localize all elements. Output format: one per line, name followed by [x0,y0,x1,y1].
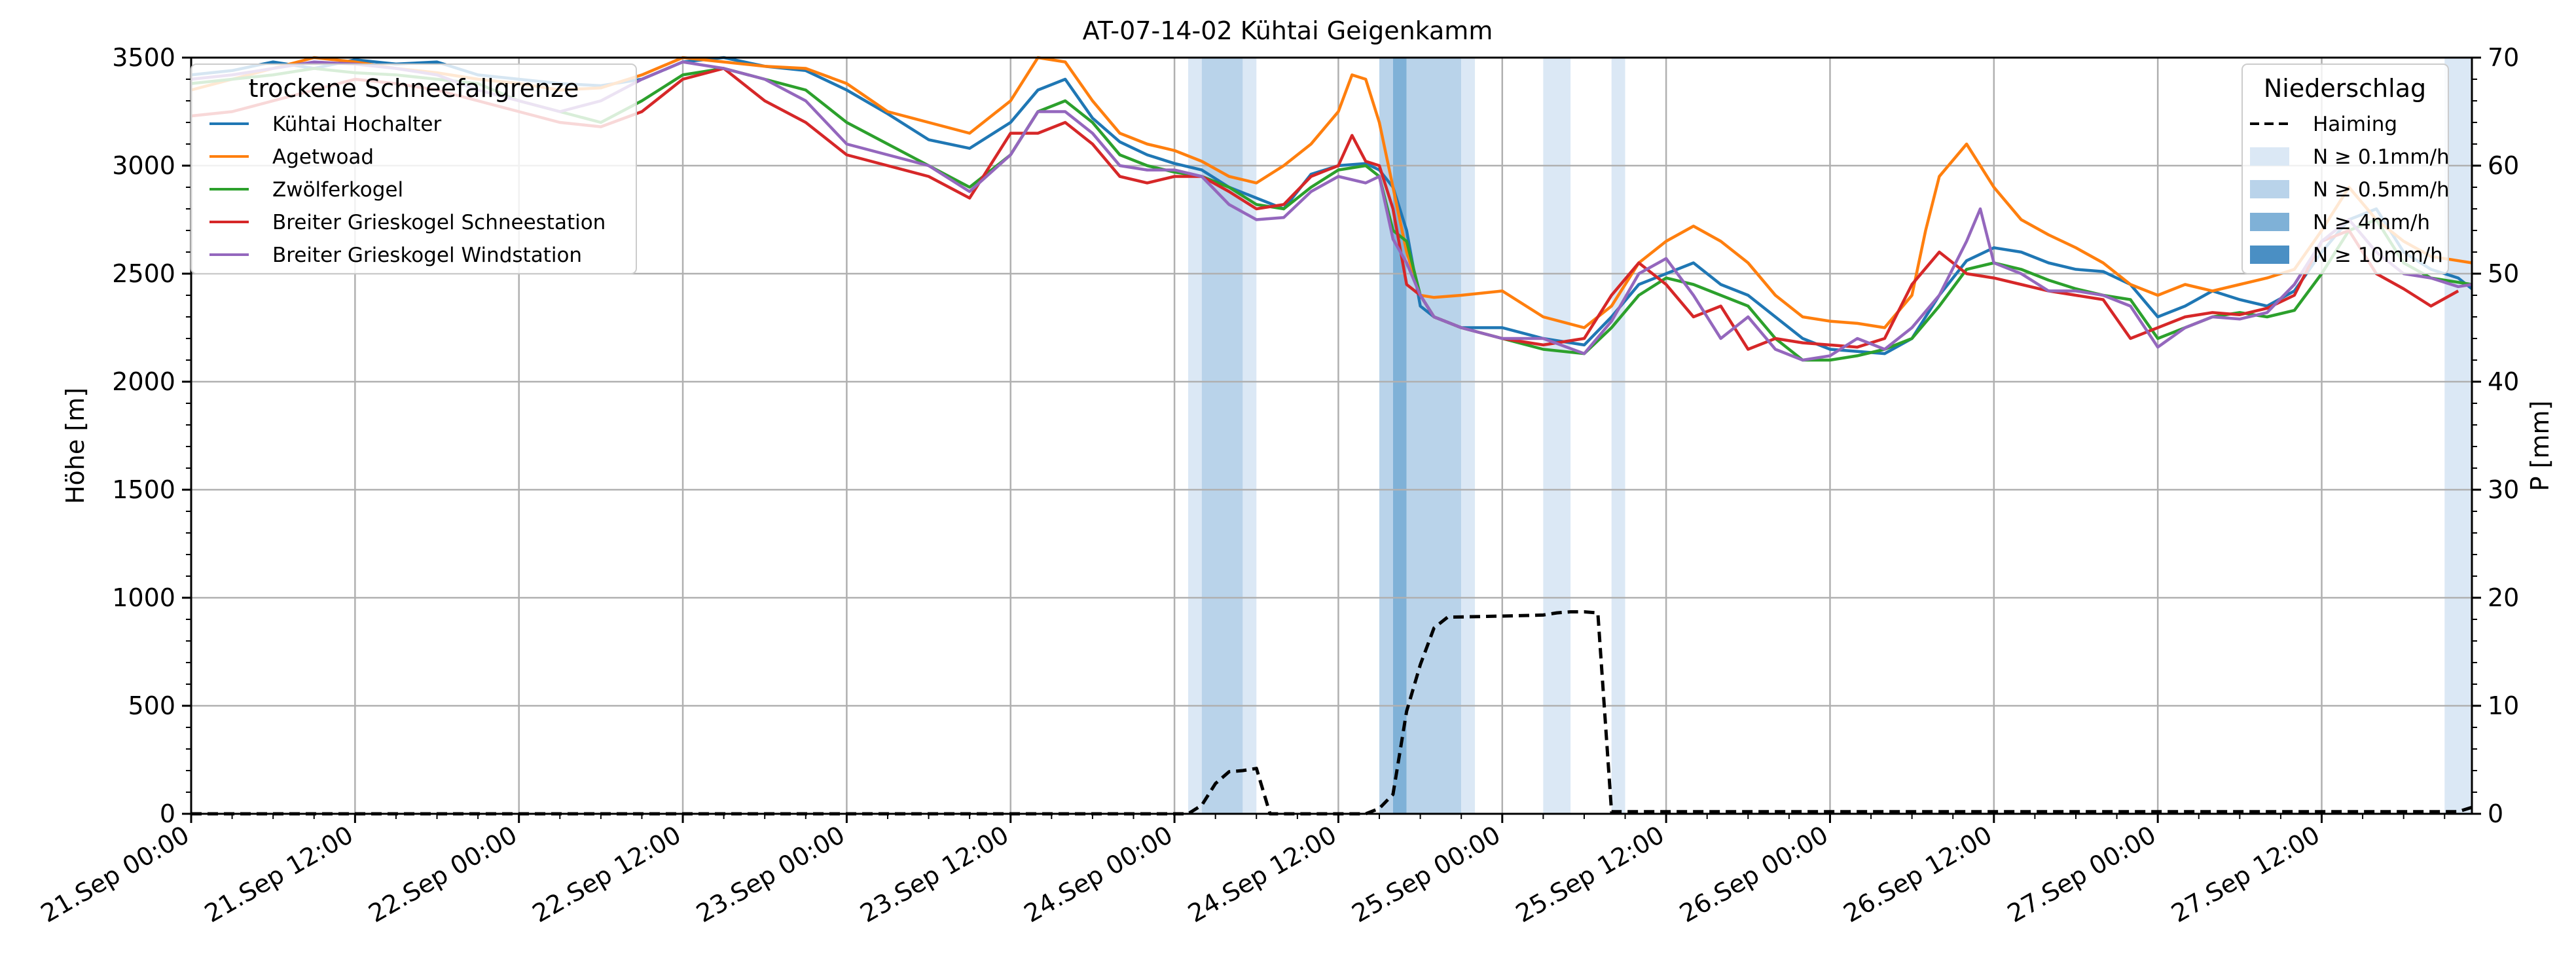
series-line-breiter-grieskogel-windstation [190,60,2473,362]
precip-spans [1188,58,2472,814]
precip-span [1461,58,1476,814]
series-line-agetwoad [190,56,2473,329]
y-tick-label: 3500 [112,43,175,72]
y2-tick-label: 60 [2488,151,2519,180]
legend-label-n-0-5: N ≥ 0.5mm/h [2313,178,2450,202]
y2-tick-label: 0 [2488,799,2503,828]
legend-label-kuehtai-hochalter: Kühtai Hochalter [272,113,442,136]
y-tick-label: 1500 [112,475,175,504]
y-tick-label: 3000 [112,151,175,180]
precip-span [1406,58,1462,814]
y-tick-label: 2500 [112,259,175,288]
legend-stations-title: trockene Schneefallgrenze [249,74,579,103]
legend-precipitation-frame [2241,64,2449,274]
y-tick-label: 1000 [112,583,175,612]
legend-label-n-4: N ≥ 4mm/h [2313,211,2430,234]
y2-tick-label: 10 [2488,691,2519,720]
y-axis-label: Höhe [m] [61,388,90,504]
y2-tick-label: 40 [2488,367,2519,396]
series-line-haiming [191,610,2473,816]
y2-tick-label: 30 [2488,475,2519,504]
precip-span [1379,58,1393,814]
precip-span [2444,58,2472,814]
precip-span [1188,58,1202,814]
legend-label-zwoelferkogel: Zwölferkogel [272,178,403,202]
chart-title: AT-07-14-02 Kühtai Geigenkamm [1083,16,1493,45]
legend-label-agetwoad: Agetwoad [272,145,374,169]
legend-stations: trockene Schneefallgrenze Kühtai Hochalt… [190,64,637,274]
legend-label-breiter-grieskogel-windstation: Breiter Grieskogel Windstation [272,244,582,267]
legend-label-n-10: N ≥ 10mm/h [2313,244,2443,267]
legend-label-haiming: Haiming [2313,113,2397,136]
y2-tick-label: 20 [2488,583,2519,612]
series-lines [190,56,2473,816]
y2-tick-label: 50 [2488,259,2519,288]
precip-span [1543,58,1571,814]
legend-precipitation-title: Niederschlag [2264,74,2426,103]
precip-span [1392,58,1407,814]
legend-swatch-n-10 [2250,246,2289,264]
y2-axis-label: P [mm] [2526,401,2554,492]
legend-label-breiter-grieskogel-schneestation: Breiter Grieskogel Schneestation [272,211,606,234]
legend-swatch-n-4 [2250,213,2289,231]
series-line-breiter-grieskogel-schneestation [190,67,2459,351]
precip-span [1611,58,1625,814]
y-tick-label: 2000 [112,367,175,396]
legend-precipitation: Niederschlag Haiming N ≥ 0.1mm/h N ≥ 0.5… [2241,64,2450,274]
plot-frame [190,56,2473,815]
legend-stations-frame [190,64,637,274]
legend-swatch-n-0-1 [2250,147,2289,166]
y-tick-label: 500 [128,691,175,720]
y-tick-label: 0 [160,799,175,828]
legend-swatch-n-0-5 [2250,180,2289,198]
y2-tick-label: 70 [2488,43,2519,72]
legend-label-n-0-1: N ≥ 0.1mm/h [2313,145,2450,169]
precip-span [1243,58,1257,814]
